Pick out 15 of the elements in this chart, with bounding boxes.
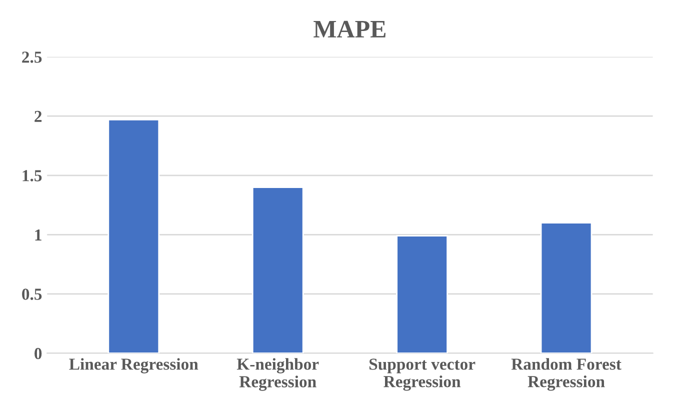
y-tick-label: 1.5 [22,170,42,182]
bar [108,118,160,354]
x-tick-label: Random Forest Regression [511,358,622,391]
x-tick-label: K-neighbor Regression [236,358,319,391]
y-tick-label: 0.5 [22,288,42,300]
x-tick-label: Support vector Regression [369,358,476,391]
bar [540,222,592,354]
chart-title: MAPE [314,20,386,38]
bar [252,186,304,354]
y-tick-label: 2.5 [22,52,42,63]
y-tick-label: 0 [34,348,42,360]
x-tick-label: Linear Regression [69,358,198,374]
bar [396,235,448,354]
y-tick-label: 2 [34,110,42,122]
y-tick-label: 1 [35,229,42,240]
